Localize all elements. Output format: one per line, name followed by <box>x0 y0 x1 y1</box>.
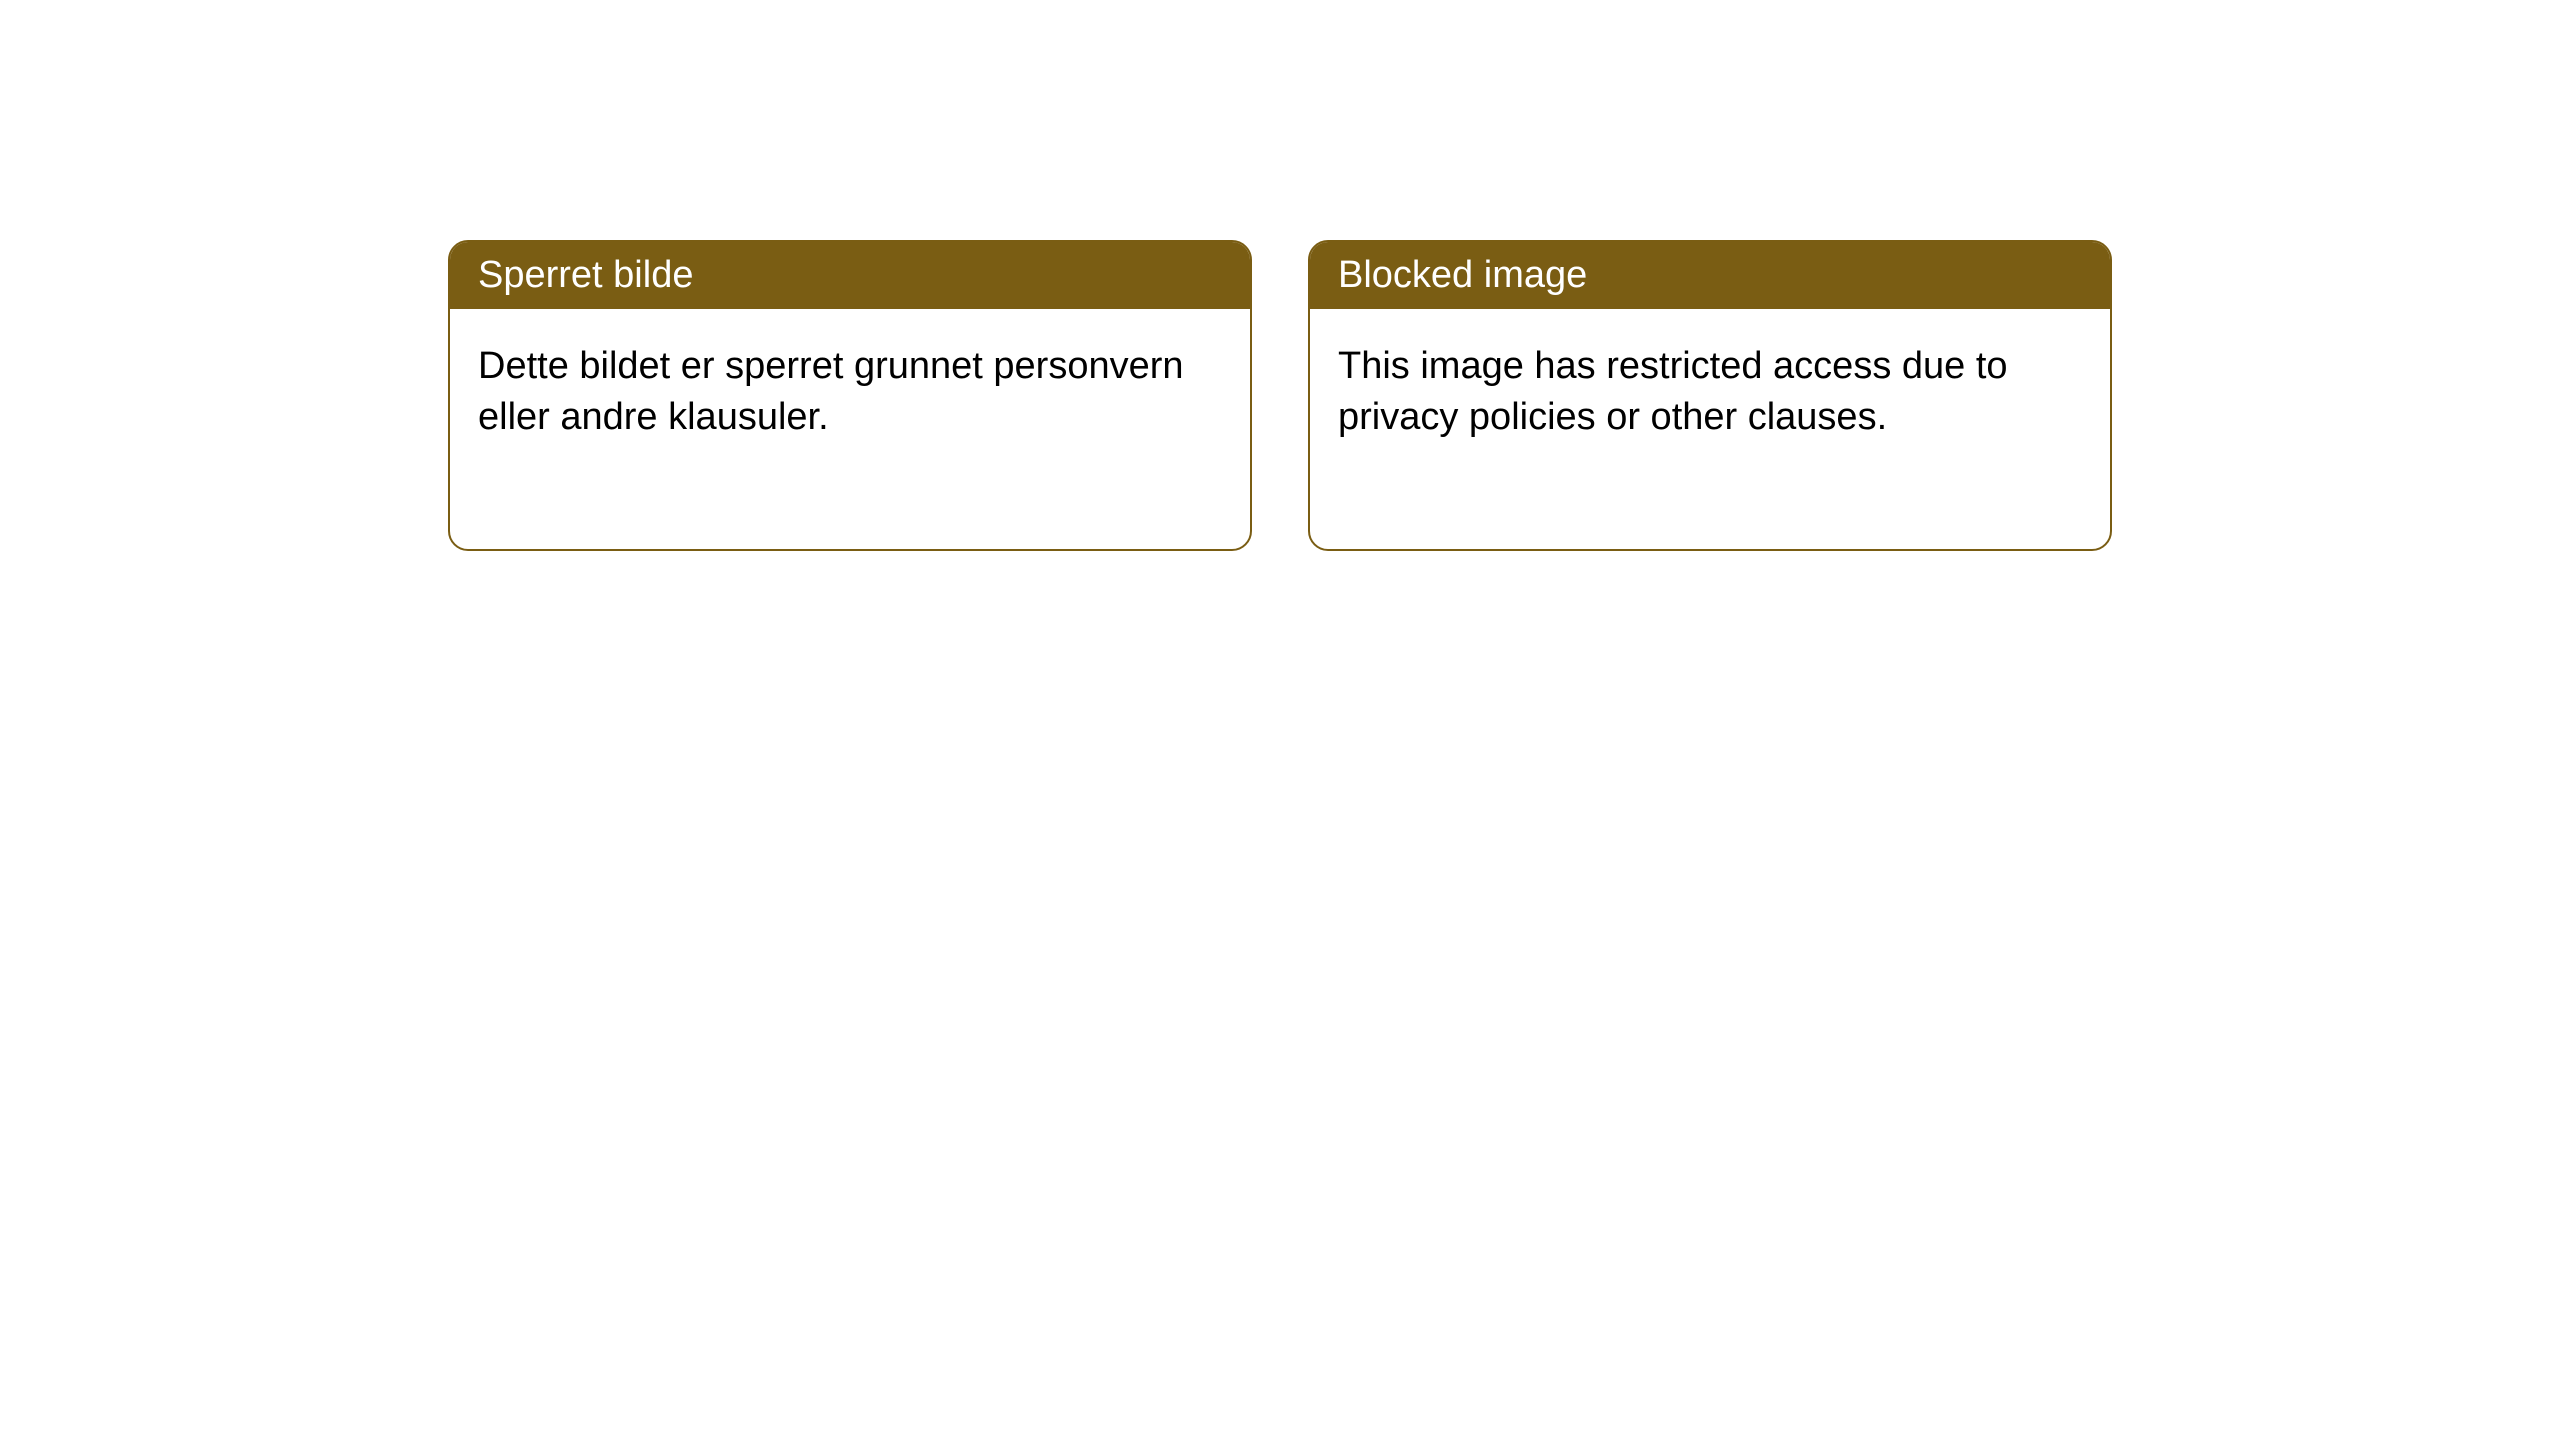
notice-header-text: Blocked image <box>1338 254 1587 296</box>
notice-card-norwegian: Sperret bilde Dette bildet er sperret gr… <box>448 240 1252 551</box>
notice-card-body: This image has restricted access due to … <box>1310 309 2110 549</box>
notice-card-header: Sperret bilde <box>450 242 1250 309</box>
notice-body-text: This image has restricted access due to … <box>1338 345 2008 438</box>
notice-cards-container: Sperret bilde Dette bildet er sperret gr… <box>448 240 2112 551</box>
notice-card-body: Dette bildet er sperret grunnet personve… <box>450 309 1250 549</box>
notice-card-header: Blocked image <box>1310 242 2110 309</box>
notice-header-text: Sperret bilde <box>478 254 693 296</box>
notice-card-english: Blocked image This image has restricted … <box>1308 240 2112 551</box>
notice-body-text: Dette bildet er sperret grunnet personve… <box>478 345 1184 438</box>
